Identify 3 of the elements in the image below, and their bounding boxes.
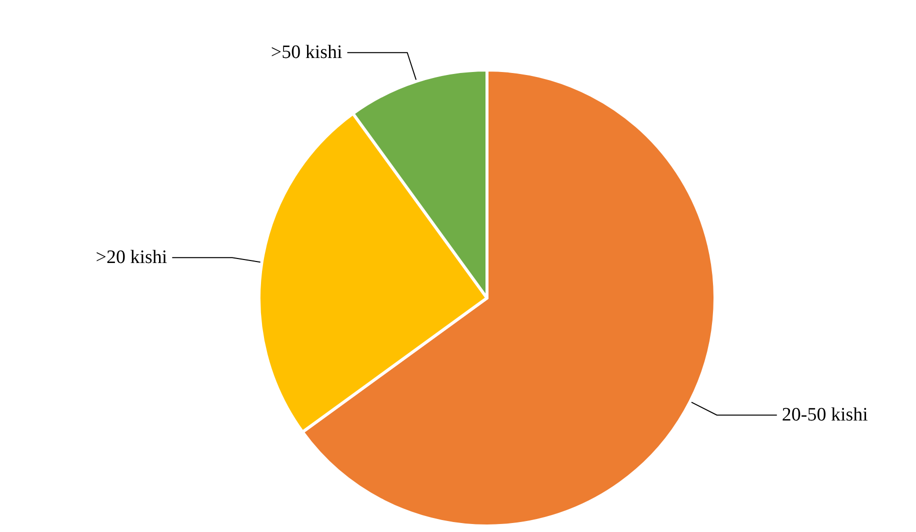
slice-label: 20-50 kishi (782, 404, 868, 426)
slice-label: >50 kishi (270, 42, 342, 64)
slice-label: >20 kishi (96, 247, 168, 268)
